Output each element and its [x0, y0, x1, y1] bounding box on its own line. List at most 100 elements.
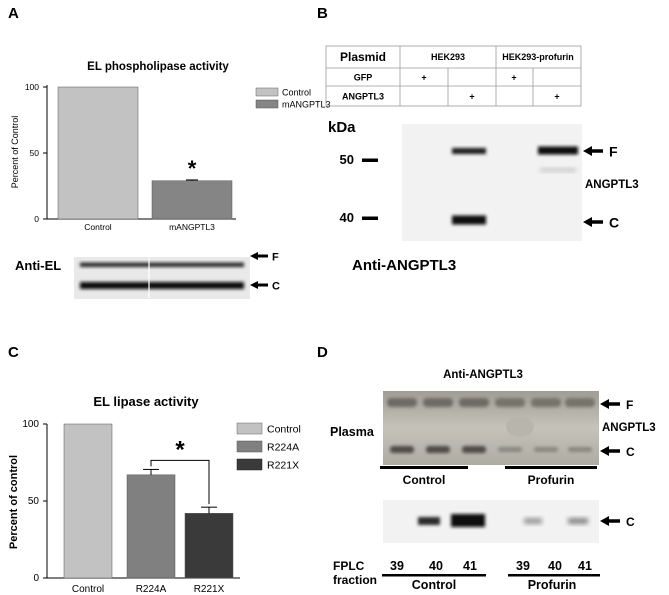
table-cell: +: [511, 73, 516, 83]
plasma-band: [462, 446, 486, 453]
table-cell: +: [469, 92, 474, 102]
table-header-hek293: HEK293: [431, 52, 465, 62]
chart-a-title: EL phospholipase activity: [87, 61, 229, 73]
arrow-left-icon: [583, 217, 603, 227]
legend-label-r224a: R224A: [267, 442, 299, 454]
legend-swatch-control: [255, 87, 279, 97]
fplc-label-line1: FPLC: [333, 559, 365, 573]
legend-label-control: Control: [282, 88, 311, 98]
group-bar-control: [380, 466, 468, 469]
fraction-label: 39: [390, 559, 404, 573]
arrow-left-icon: [600, 399, 620, 409]
panel-d: D Anti-ANGPTL3 Plasma F ANGPTL3 C: [317, 344, 656, 592]
significance-star: *: [175, 436, 185, 463]
significance-star: *: [188, 156, 197, 181]
table-header-plasmid: Plasmid: [340, 50, 386, 64]
panel-b-letter: B: [317, 5, 328, 22]
y-tick-label: 100: [22, 419, 39, 430]
fplc-group-bar-profurin: [508, 574, 600, 577]
panel-a-letter: A: [8, 5, 19, 22]
legend-swatch-r224a: [236, 440, 263, 453]
panel-d-title: Anti-ANGPTL3: [443, 369, 523, 381]
y-tick-label: 50: [30, 148, 40, 158]
plasma-bands-f: [387, 398, 595, 407]
legend-swatch-mangptl3: [255, 99, 279, 109]
plasma-band: [495, 398, 525, 407]
plasma-band: [531, 398, 561, 407]
fplc-group-label-control: Control: [412, 578, 456, 592]
blot-band-c-label: C: [609, 215, 619, 231]
blot-band-f-profurin: [538, 146, 578, 155]
chart-a-bars: Control mANGPTL3 *: [57, 86, 233, 232]
table-header-hek293-profurin: HEK293-profurin: [502, 52, 574, 62]
blot-band-f-hek293: [452, 148, 486, 154]
table-cell: +: [554, 92, 559, 102]
chart-c-ticks: 0 50 100: [22, 419, 47, 584]
anti-angptl3-label: Anti-ANGPTL3: [352, 257, 456, 274]
plasma-band: [565, 398, 595, 407]
fplc-band-c-label: C: [626, 515, 635, 529]
plasma-band: [498, 447, 522, 452]
y-tick-label: 0: [33, 573, 39, 584]
fplc-label-line2: fraction: [333, 573, 377, 587]
plasma-band: [534, 447, 558, 452]
legend-swatch-control: [236, 422, 263, 435]
blot-protein-label: ANGPTL3: [585, 179, 639, 191]
plasma-band: [423, 398, 453, 407]
plasma-bands-c: [390, 446, 592, 453]
plasma-band-f-label: F: [626, 398, 633, 412]
plasma-band: [387, 398, 417, 407]
chart-c-ylabel: Percent of control: [8, 455, 20, 549]
arrow-left-icon: [250, 252, 268, 260]
anti-el-band-c: [80, 282, 244, 289]
plasma-band: [459, 398, 489, 407]
plasma-gel: [383, 391, 599, 465]
chart-c-bars: Control R224A R221X: [63, 423, 234, 595]
legend-label-r221x: R221X: [267, 460, 299, 472]
plasma-band: [390, 446, 414, 453]
plasma-band-c-label: C: [626, 445, 635, 459]
x-tick-label: mANGPTL3: [169, 222, 215, 232]
x-tick-label: Control: [84, 222, 112, 232]
fplc-band: [451, 514, 485, 527]
bar-control: [57, 86, 139, 220]
fplc-group-bar-control: [382, 574, 486, 577]
anti-el-band-f-label: F: [272, 252, 279, 264]
fplc-blot: [383, 500, 599, 543]
fraction-label: 40: [429, 559, 443, 573]
anti-el-band-f: [80, 262, 244, 267]
arrow-left-icon: [250, 281, 268, 289]
panel-b: B Plasmid HEK293 HEK293-profurin GFP ANG…: [317, 5, 639, 274]
panel-d-letter: D: [317, 344, 328, 361]
legend-label-control: Control: [267, 424, 301, 436]
plasma-band: [426, 446, 450, 453]
x-tick-label: Control: [72, 584, 104, 595]
panel-c: C EL lipase activity 0 50 100 Percent of c…: [8, 344, 301, 595]
fplc-group-label-profurin: Profurin: [528, 578, 577, 592]
anti-el-label: Anti-EL: [15, 258, 61, 273]
y-tick-label: 50: [28, 496, 40, 507]
blot-band-c-hek293: [452, 215, 486, 225]
y-tick-label: 100: [25, 82, 39, 92]
group-label-profurin: Profurin: [528, 473, 575, 487]
plasma-protein-label: ANGPTL3: [602, 422, 656, 434]
fraction-label: 41: [463, 559, 477, 573]
fplc-band: [568, 518, 588, 524]
chart-c-significance: *: [150, 436, 210, 505]
x-tick-label: R224A: [136, 584, 167, 595]
blot-faint-band: [540, 168, 576, 172]
chart-a-ylabel: Percent of Control: [10, 116, 20, 189]
legend-swatch-r221x: [236, 458, 263, 471]
table-row-label-angptl3: ANGPTL3: [342, 92, 384, 102]
anti-el-band-c-label: C: [272, 281, 280, 293]
chart-c-legend: Control R224A R221X: [236, 422, 301, 472]
fraction-label: 39: [516, 559, 530, 573]
plasma-label: Plasma: [330, 425, 375, 439]
table-cell: +: [421, 73, 426, 83]
chart-c-title: EL lipase activity: [93, 394, 199, 409]
marker-50-tick: [362, 158, 378, 162]
anti-angptl3-blot: [402, 124, 582, 241]
blot-band-f-label: F: [609, 144, 618, 160]
marker-40-tick: [362, 216, 378, 220]
kda-label: kDa: [328, 119, 356, 136]
